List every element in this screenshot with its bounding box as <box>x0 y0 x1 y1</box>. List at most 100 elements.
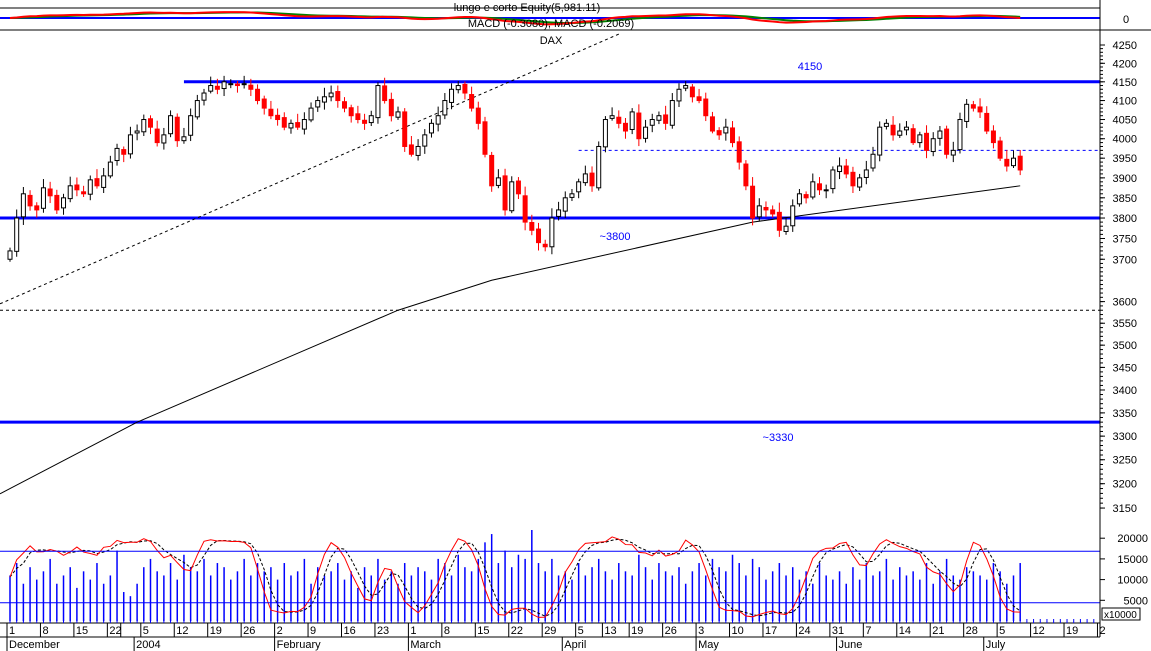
y-tick-label: 3700 <box>1113 254 1137 266</box>
equity-label: lungo e corto Equity(5,981.11) <box>454 2 601 14</box>
candle <box>656 111 662 125</box>
candle <box>823 184 829 199</box>
candle-body <box>643 126 649 139</box>
candle-body <box>582 173 588 184</box>
candle-body <box>20 193 26 218</box>
candle <box>489 151 495 192</box>
volume-stochastic-panel <box>0 530 1100 621</box>
candle-body <box>602 119 608 148</box>
y-tick-label: 3900 <box>1113 173 1137 185</box>
candle-body <box>107 161 113 177</box>
candle <box>830 166 836 194</box>
y-tick-label: 3800 <box>1113 213 1137 225</box>
candle-body <box>870 153 876 169</box>
candle-body <box>944 128 950 155</box>
candle <box>676 83 682 107</box>
candle <box>997 136 1003 161</box>
candle <box>723 118 729 141</box>
candle <box>67 176 73 203</box>
candle <box>917 131 923 148</box>
candle-body <box>194 100 200 118</box>
candle-body <box>81 191 87 195</box>
candle-body <box>910 128 916 144</box>
price-panel: 4150 ~3800 ~3330 <box>0 33 1100 495</box>
day-tick-label: 14 <box>899 625 911 637</box>
candle-body <box>402 111 408 147</box>
macd-panel: lungo e corto Equity(5,981.11) MACD (-0.… <box>0 2 1151 31</box>
candle <box>596 141 602 191</box>
level-label: 4150 <box>798 61 822 73</box>
month-tick-label: March <box>410 639 441 651</box>
day-tick-label: 26 <box>665 625 677 637</box>
candle-body <box>723 126 729 134</box>
candle-body <box>234 83 240 87</box>
candle <box>47 181 53 204</box>
month-tick-label: 2004 <box>136 639 160 651</box>
candle-body <box>281 117 287 128</box>
candle-body <box>87 179 93 195</box>
candle <box>87 175 93 201</box>
y-tick-label: 3200 <box>1113 479 1137 491</box>
candle <box>850 166 856 194</box>
candle-body <box>616 116 622 124</box>
macd-line <box>9 11 1021 26</box>
candle <box>335 85 341 108</box>
candle-body <box>7 250 13 260</box>
candle <box>649 113 655 133</box>
candle <box>7 247 13 262</box>
candle <box>549 208 555 255</box>
candle <box>977 98 983 118</box>
candle <box>689 84 695 103</box>
candle <box>281 112 287 131</box>
stoch-k-line <box>9 536 1021 618</box>
candle <box>34 202 40 218</box>
candle <box>703 92 709 122</box>
candle <box>569 189 575 202</box>
candle-body <box>656 115 662 121</box>
candle-body <box>830 169 836 190</box>
candle-body <box>542 243 548 248</box>
candle-body <box>756 205 762 218</box>
candle-body <box>442 100 448 116</box>
candle <box>937 126 943 146</box>
y-tick-label: 4050 <box>1113 115 1137 127</box>
candle-body <box>850 171 856 187</box>
y-tick-label: 3150 <box>1113 503 1137 515</box>
candle-body <box>556 209 562 217</box>
candle-body <box>609 115 615 119</box>
candle <box>910 124 916 145</box>
candle <box>402 108 408 152</box>
candle <box>602 116 608 153</box>
candle <box>643 119 649 143</box>
candle <box>897 123 903 138</box>
candle <box>770 205 776 218</box>
candle <box>348 104 354 123</box>
candle <box>683 81 689 92</box>
day-tick-label: 29 <box>544 625 556 637</box>
candle-body <box>549 217 555 248</box>
candle <box>375 82 381 124</box>
candle <box>382 77 388 104</box>
candle-body <box>134 130 140 134</box>
candle <box>763 201 769 217</box>
candle <box>208 76 214 94</box>
candle <box>743 160 749 191</box>
candle <box>168 110 174 138</box>
candle <box>990 125 996 149</box>
candle-body <box>67 185 73 200</box>
candle-body <box>536 228 542 244</box>
candle-body <box>288 122 294 129</box>
candle-body <box>716 130 722 136</box>
candle <box>542 239 548 252</box>
y-tick-label: 4250 <box>1113 40 1137 52</box>
candle-body <box>649 119 655 126</box>
candle-body <box>750 185 756 219</box>
day-tick-label: 22 <box>109 625 121 637</box>
candle-body <box>796 193 802 205</box>
candle-body <box>255 88 261 102</box>
candle-body <box>522 195 528 223</box>
candle <box>883 119 889 130</box>
candle-body <box>422 134 428 147</box>
candle <box>950 141 956 163</box>
candle <box>20 187 26 225</box>
